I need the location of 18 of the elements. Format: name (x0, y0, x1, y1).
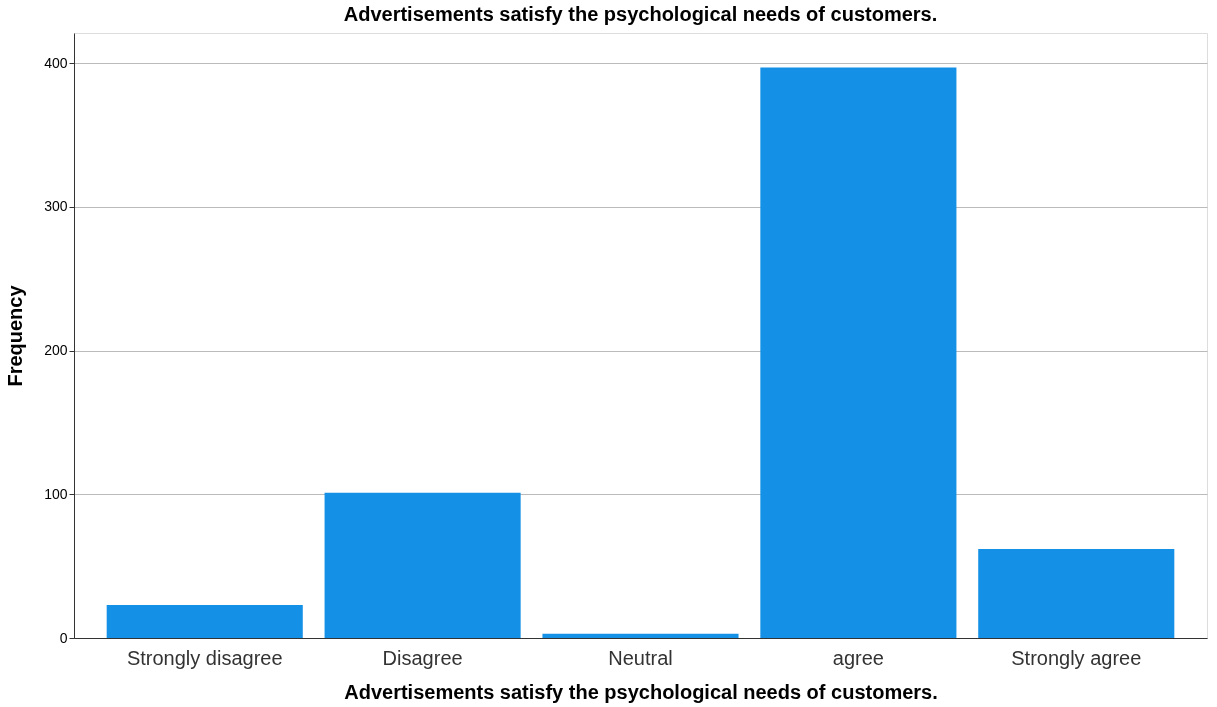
x-tick-label: Neutral (608, 646, 673, 669)
bar (324, 492, 521, 638)
chart-title: Advertisements satisfy the psychological needs of customers. (343, 3, 938, 25)
y-tick-label: 300 (44, 198, 68, 215)
y-tick-label: 100 (44, 485, 68, 502)
y-axis-title: Frequency (4, 284, 27, 387)
y-tick-label: 0 (59, 629, 68, 646)
x-tick-label: Disagree (382, 646, 463, 669)
x-tick-label: Strongly disagree (126, 646, 283, 669)
y-tick-label: 400 (44, 54, 68, 71)
bar (542, 633, 739, 638)
bar (978, 548, 1175, 638)
y-tick-label: 200 (44, 342, 68, 359)
bar (760, 67, 957, 638)
bar (106, 604, 303, 638)
x-tick-label: agree (832, 646, 884, 669)
x-axis-title: Advertisements satisfy the psychological needs of customers. (344, 680, 938, 703)
x-tick-label: Strongly agree (1011, 646, 1142, 669)
